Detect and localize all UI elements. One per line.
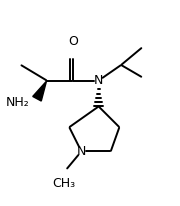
- Text: NH₂: NH₂: [6, 96, 30, 110]
- Polygon shape: [33, 81, 46, 101]
- Text: N: N: [94, 74, 103, 87]
- Text: N: N: [77, 145, 86, 158]
- Text: O: O: [68, 35, 78, 48]
- Text: CH₃: CH₃: [53, 177, 76, 190]
